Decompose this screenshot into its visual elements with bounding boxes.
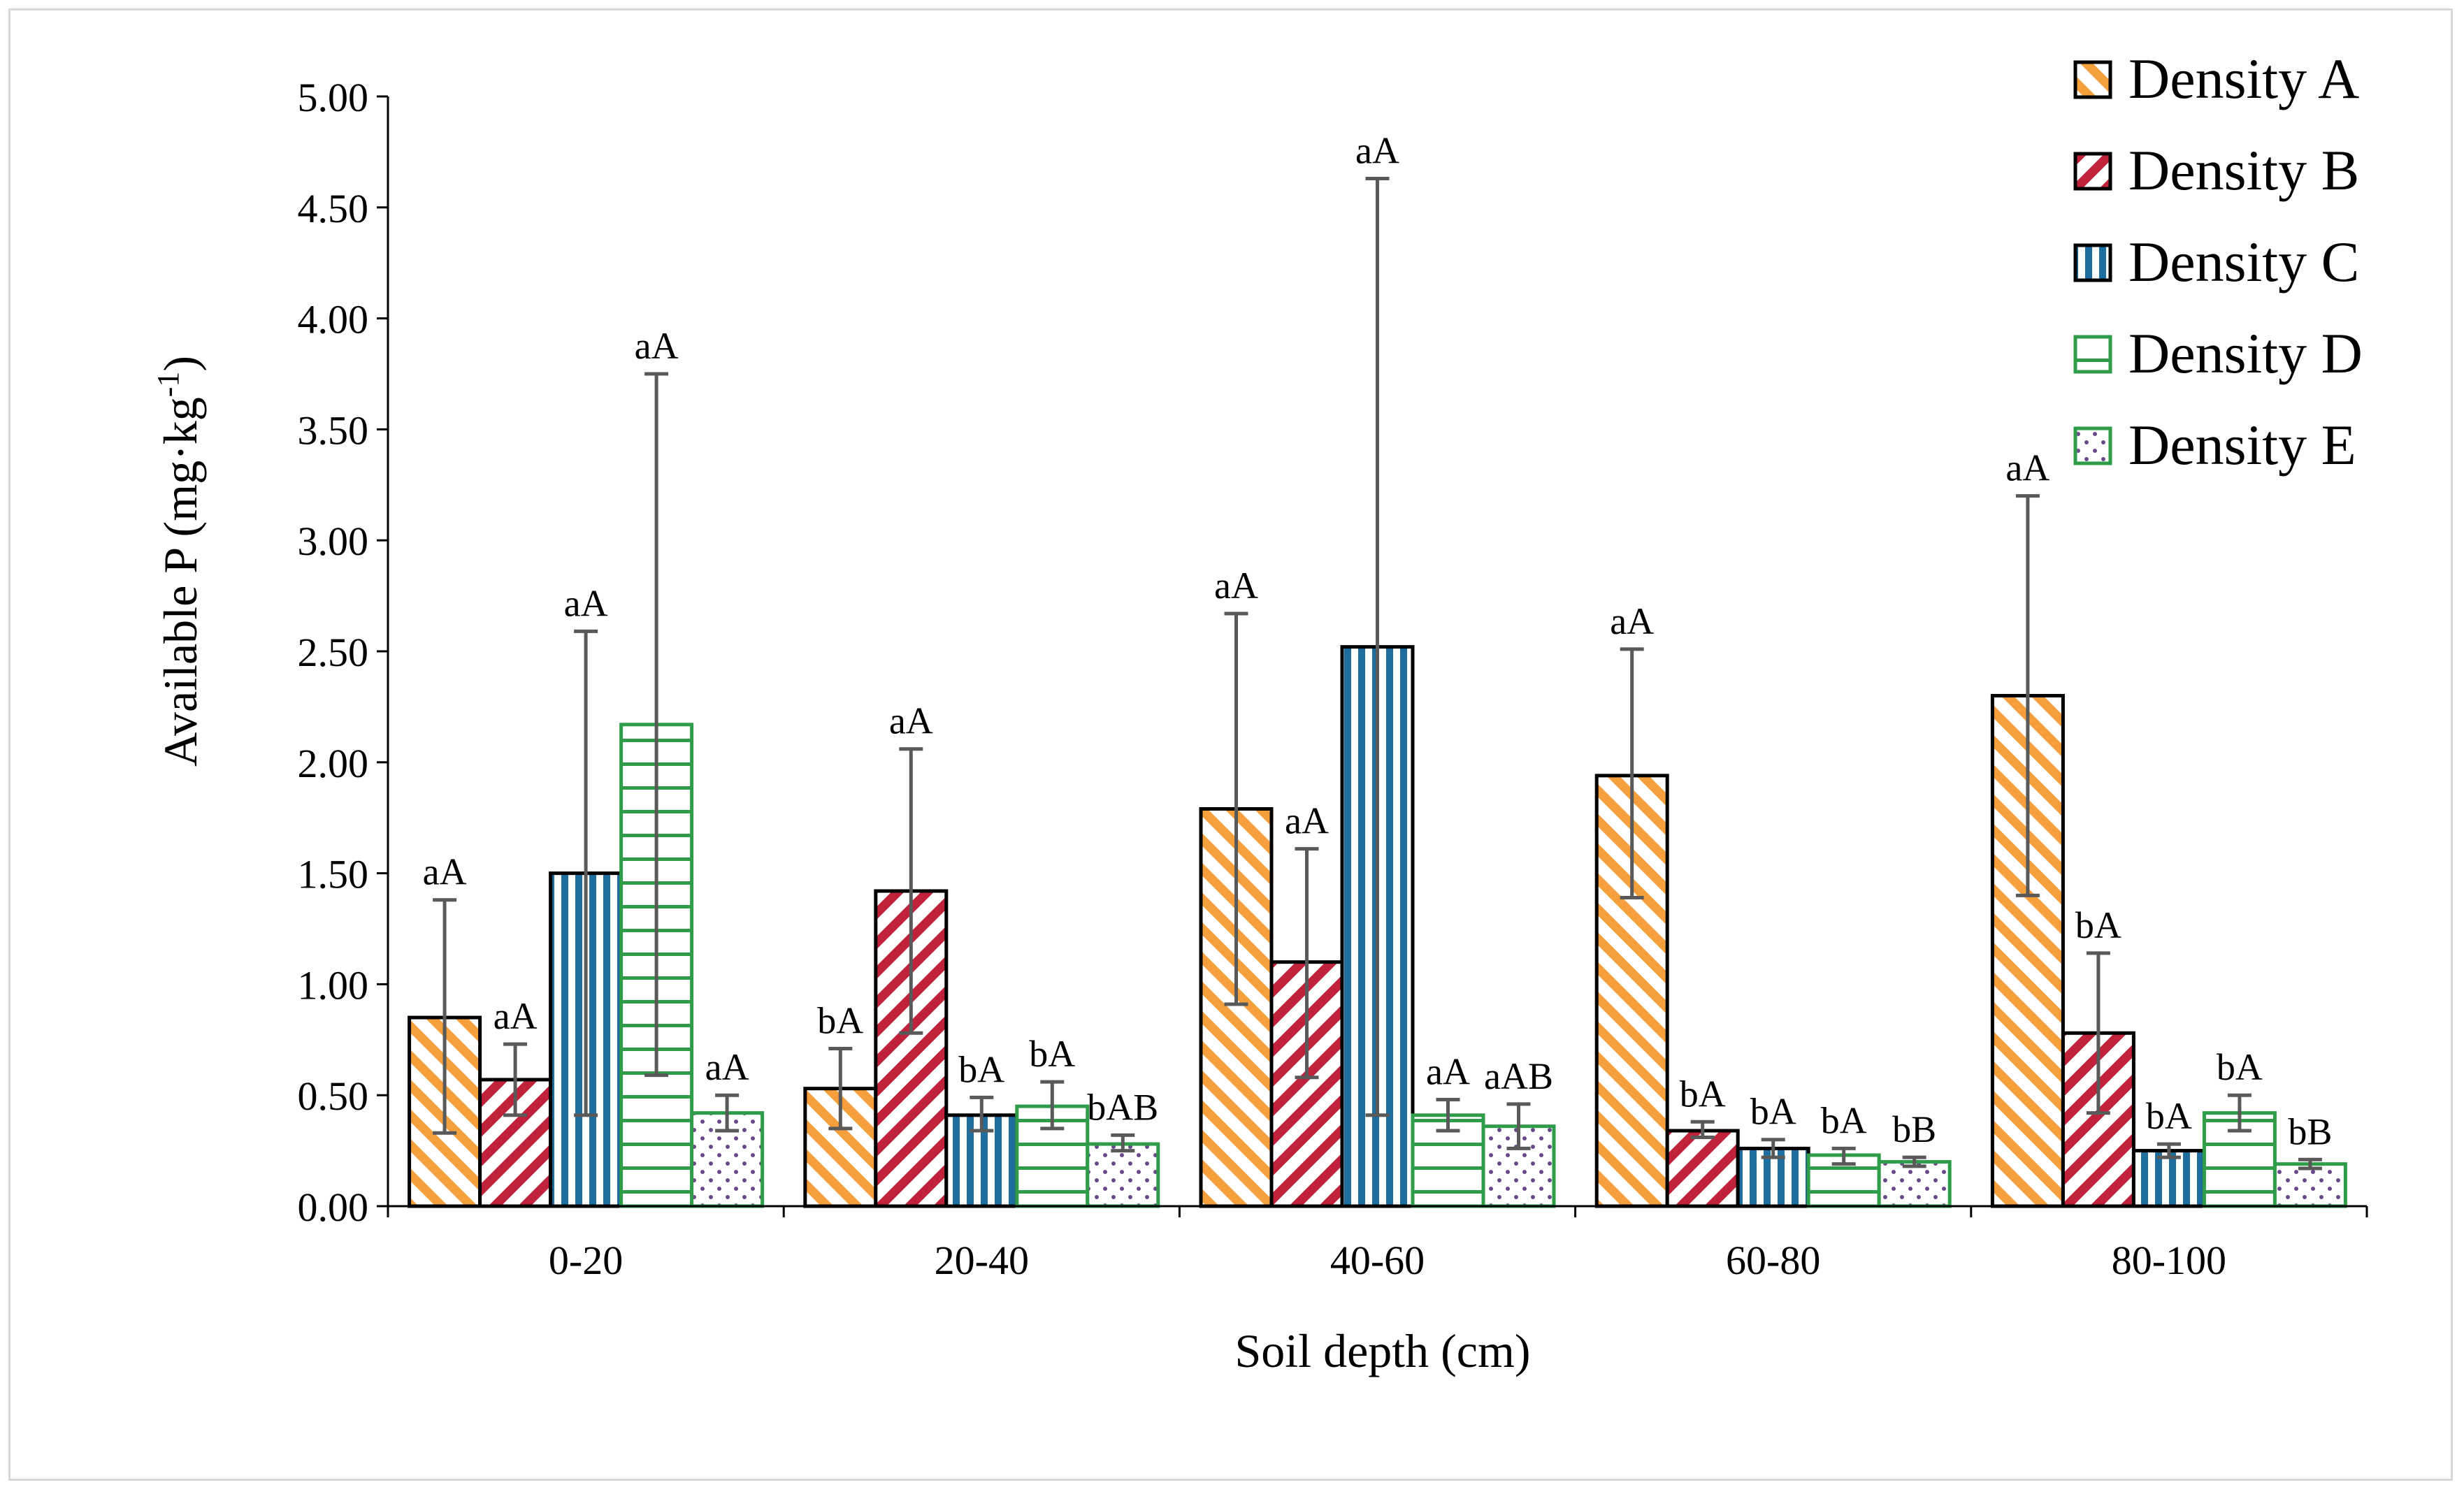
- x-axis-title: Soil depth (cm): [1234, 1324, 1530, 1377]
- error-bar: [2298, 1157, 2322, 1171]
- significance-label: bA: [1750, 1091, 1796, 1133]
- legend-item: Density C: [2073, 230, 2359, 294]
- significance-label: aA: [1355, 130, 1399, 172]
- bar: [2272, 1162, 2347, 1208]
- legend-item: Density D: [2073, 321, 2363, 385]
- error-bar: [433, 898, 457, 1135]
- error-bar: [1620, 647, 1644, 900]
- error-bar: [2227, 1093, 2252, 1133]
- y-tick-label: 3.50: [298, 407, 369, 453]
- legend-label: Density C: [2128, 230, 2359, 294]
- significance-label: aA: [1610, 600, 1654, 642]
- bar: [1594, 774, 1669, 1208]
- error-bar: [2156, 1142, 2181, 1159]
- y-tick-label: 3.00: [298, 519, 369, 564]
- legend-item: Density A: [2073, 47, 2359, 110]
- significance-label: bB: [1892, 1108, 1936, 1150]
- y-ticks: 0.00 0.50 1.00 1.50 2.00 2.50 3.00 3.50 4.00 4.50…: [298, 75, 388, 1230]
- significance-label: bA: [817, 1000, 863, 1042]
- significance-label: bA: [1029, 1033, 1075, 1075]
- y-tick-label: 5.00: [298, 75, 369, 120]
- error-bar: [1690, 1120, 1715, 1140]
- legend-label: Density A: [2128, 47, 2359, 110]
- figure-frame: aA bA aA aA aA aA aA aA bA bA aA bA aA bA bA aA bA aA bA bA…: [8, 8, 2453, 1481]
- error-bar: [1040, 1080, 1065, 1131]
- legend-item: Density E: [2073, 413, 2356, 477]
- legend-item: Density B: [2073, 138, 2359, 202]
- y-tick-label: 1.00: [298, 962, 369, 1008]
- y-tick-label: 2.00: [298, 741, 369, 786]
- error-bar: [1761, 1138, 1785, 1159]
- significance-label: bA: [1821, 1099, 1867, 1141]
- x-tick-label: 80-100: [2112, 1238, 2226, 1283]
- chart: aA bA aA aA aA aA aA aA bA bA aA bA aA bA bA aA bA aA bA bA…: [151, 47, 2368, 1377]
- significance-labels-layer: aA bA aA aA aA aA aA aA bA bA aA bA aA bA bA aA bA aA bA bA…: [423, 130, 2333, 1153]
- error-bar: [899, 747, 923, 1035]
- significance-label: aA: [1426, 1051, 1470, 1093]
- y-tick-label: 2.50: [298, 630, 369, 675]
- legend-swatch: [2073, 426, 2112, 465]
- y-tick-label: 0.50: [298, 1073, 369, 1119]
- error-bars-layer: [433, 177, 2322, 1171]
- error-bar: [1436, 1098, 1460, 1133]
- x-tick-label: 20-40: [935, 1238, 1029, 1283]
- error-bar: [715, 1093, 740, 1133]
- error-bar: [1831, 1146, 1856, 1166]
- legend-label: Density B: [2128, 138, 2359, 202]
- legend-swatch: [2073, 60, 2112, 99]
- legend: Density A Density B Density C Density D Dens…: [2073, 47, 2363, 477]
- significance-label: aA: [635, 325, 679, 367]
- significance-label: bA: [2217, 1046, 2263, 1088]
- significance-label: aA: [705, 1046, 749, 1088]
- significance-label: aA: [1285, 800, 1329, 842]
- error-bar: [1902, 1155, 1926, 1168]
- significance-label: bB: [2288, 1110, 2332, 1152]
- error-bar: [644, 372, 669, 1078]
- error-bar: [1506, 1102, 1531, 1150]
- error-bar: [503, 1042, 528, 1117]
- y-tick-label: 0.00: [298, 1185, 369, 1230]
- legend-swatch: [2073, 152, 2112, 191]
- significance-label: bAB: [1087, 1086, 1158, 1128]
- error-bar: [1365, 177, 1390, 1117]
- significance-label: aA: [564, 582, 608, 624]
- x-ticks: 0-20 20-40 40-60 60-80 80-100: [387, 1206, 2368, 1283]
- significance-label: bA: [1680, 1073, 1726, 1115]
- legend-label: Density E: [2128, 413, 2356, 477]
- significance-label: aA: [1214, 565, 1258, 607]
- legend-swatch: [2073, 243, 2112, 282]
- error-bar: [970, 1095, 994, 1133]
- legend-swatch: [2073, 335, 2112, 374]
- error-bar: [574, 629, 598, 1117]
- y-axis-title-main: Available P (mg·kg: [154, 397, 207, 767]
- significance-label: aA: [2005, 447, 2049, 489]
- bar: [1877, 1159, 1952, 1208]
- y-tick-label: 1.50: [298, 852, 369, 897]
- error-bar: [828, 1047, 853, 1131]
- significance-label: bA: [2075, 904, 2121, 946]
- error-bar: [1295, 847, 1319, 1080]
- y-tick-label: 4.00: [298, 297, 369, 342]
- x-tick-label: 40-60: [1330, 1238, 1425, 1283]
- significance-label: aA: [423, 851, 467, 893]
- bar: [1086, 1142, 1160, 1208]
- significance-label: aA: [493, 995, 538, 1037]
- y-tick-label: 4.50: [298, 186, 369, 231]
- x-tick-label: 60-80: [1726, 1238, 1820, 1283]
- significance-label: aA: [889, 700, 933, 742]
- significance-label: bA: [2146, 1095, 2192, 1137]
- error-bar: [2015, 494, 2040, 897]
- bar: [1665, 1129, 1740, 1208]
- error-bar: [2086, 951, 2110, 1115]
- legend-label: Density D: [2128, 321, 2363, 385]
- error-bar: [1224, 611, 1248, 1006]
- error-bar: [1111, 1133, 1135, 1153]
- y-axis-title-superscript: -1: [151, 372, 185, 398]
- significance-label: aAB: [1484, 1055, 1553, 1097]
- x-tick-label: 0-20: [549, 1238, 623, 1283]
- significance-label: bA: [958, 1048, 1004, 1090]
- y-axis-title-end: ): [154, 356, 207, 372]
- bar: [1015, 1104, 1090, 1208]
- y-axis-title: Available P (mg·kg-1): [151, 356, 207, 767]
